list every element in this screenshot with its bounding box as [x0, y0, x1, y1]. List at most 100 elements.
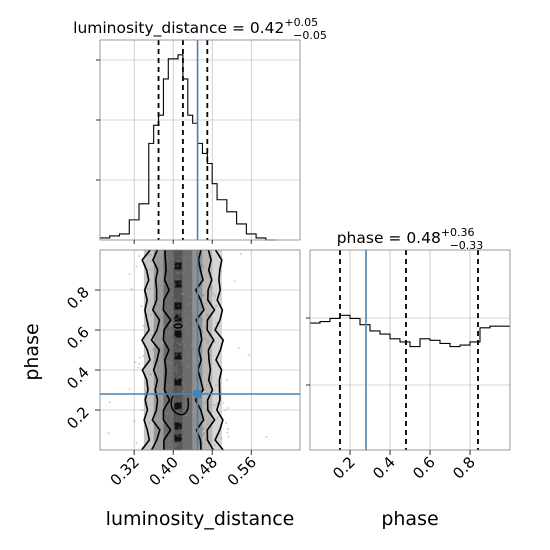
- contour-1-left: [150, 249, 161, 451]
- scatter-point: [187, 330, 190, 334]
- scatter-point: [206, 341, 209, 345]
- scatter-point: [183, 323, 186, 326]
- scatter-point: [181, 363, 184, 366]
- scatter-point: [167, 385, 170, 388]
- scatter-point: [160, 256, 163, 260]
- scatter-point: [226, 427, 229, 431]
- scatter-point: [190, 310, 193, 313]
- scatter-point: [182, 292, 185, 295]
- scatter-point: [167, 330, 170, 334]
- scatter-point: [189, 318, 192, 321]
- scatter-point: [149, 287, 152, 290]
- scatter-xtick-label-3: 0.56: [224, 453, 260, 489]
- scatter-point: [178, 344, 181, 347]
- scatter-point: [193, 315, 196, 319]
- scatter-point: [209, 420, 213, 423]
- scatter-point: [190, 256, 193, 259]
- scatter-point: [201, 427, 204, 431]
- scatter-ytick-label-3: 0.8: [63, 283, 93, 313]
- scatter-point: [186, 366, 190, 369]
- density-core-5: [174, 352, 182, 360]
- scatter-point: [201, 294, 205, 298]
- scatter-point: [180, 330, 184, 333]
- scatter-point: [150, 314, 153, 317]
- scatter-point: [128, 273, 131, 276]
- scatter-point: [157, 365, 160, 368]
- scatter-point: [233, 280, 236, 283]
- scatter-point: [192, 314, 196, 317]
- scatter-point: [225, 378, 229, 382]
- scatter-point: [174, 282, 177, 285]
- hist-ld-title-plus: +0.05: [284, 16, 318, 29]
- scatter-point: [178, 375, 181, 378]
- scatter-point: [185, 324, 188, 327]
- scatter-point: [186, 365, 189, 368]
- scatter-point: [176, 272, 179, 275]
- scatter-point: [188, 417, 191, 420]
- density-column-6: [202, 250, 213, 450]
- scatter-point: [187, 328, 190, 332]
- hist-phase-frame: [309, 249, 511, 451]
- scatter-point: [205, 383, 209, 386]
- scatter-point: [167, 265, 170, 268]
- scatter-point: [186, 273, 190, 276]
- scatter-point: [177, 271, 180, 275]
- scatter-point: [169, 411, 172, 414]
- scatter-point: [203, 337, 207, 340]
- scatter-frame: [99, 249, 301, 451]
- scatter-point: [171, 363, 174, 366]
- scatter-point: [203, 401, 206, 405]
- scatter-point: [173, 366, 177, 369]
- scatter-point: [179, 314, 182, 318]
- scatter-point: [201, 263, 205, 267]
- scatter-point: [156, 386, 159, 389]
- scatter-point: [179, 282, 182, 285]
- scatter-truth-marker: [193, 390, 202, 398]
- scatter-point: [172, 398, 175, 401]
- scatter-point: [184, 285, 187, 288]
- scatter-point: [185, 414, 189, 417]
- scatter-point: [184, 317, 187, 320]
- scatter-point: [174, 401, 177, 404]
- scatter-point: [159, 385, 162, 389]
- scatter-point: [169, 361, 172, 364]
- scatter-point: [181, 292, 184, 295]
- scatter-point: [168, 377, 171, 380]
- scatter-point: [213, 443, 216, 447]
- scatter-point: [203, 302, 206, 305]
- scatter-point: [178, 391, 181, 394]
- scatter-point: [182, 390, 185, 394]
- scatter-point: [161, 266, 165, 269]
- scatter-point: [174, 443, 178, 446]
- scatter-point: [185, 255, 189, 258]
- density-core-9: [174, 434, 182, 442]
- hist-ld-background: [100, 40, 300, 240]
- scatter-point: [177, 304, 180, 307]
- scatter-point: [175, 353, 178, 356]
- scatter-point: [154, 432, 157, 435]
- scatter-point: [190, 266, 194, 270]
- scatter-point: [140, 304, 143, 308]
- scatter-point: [188, 316, 191, 319]
- scatter-point: [161, 353, 164, 356]
- scatter-point: [172, 256, 175, 259]
- scatter-point: [157, 364, 160, 367]
- scatter-point: [175, 371, 179, 374]
- hist-phase-yticks: [306, 317, 310, 386]
- scatter-point: [180, 360, 183, 363]
- scatter-point: [176, 341, 180, 344]
- scatter-point: [171, 340, 174, 343]
- scatter-point: [171, 416, 174, 419]
- scatter-point: [193, 376, 196, 379]
- scatter-point: [203, 431, 206, 435]
- scatter-point: [194, 334, 198, 338]
- scatter-point: [182, 427, 185, 430]
- hist-phase-xtick-label-2: 0.6: [409, 453, 439, 483]
- scatter-point: [176, 351, 179, 354]
- contour-2-left: [141, 249, 151, 451]
- scatter-point: [161, 358, 164, 361]
- scatter-point: [179, 435, 183, 438]
- scatter-point: [181, 271, 184, 275]
- scatter-ytick-label-2: 0.6: [63, 323, 93, 353]
- scatter-point: [192, 419, 196, 422]
